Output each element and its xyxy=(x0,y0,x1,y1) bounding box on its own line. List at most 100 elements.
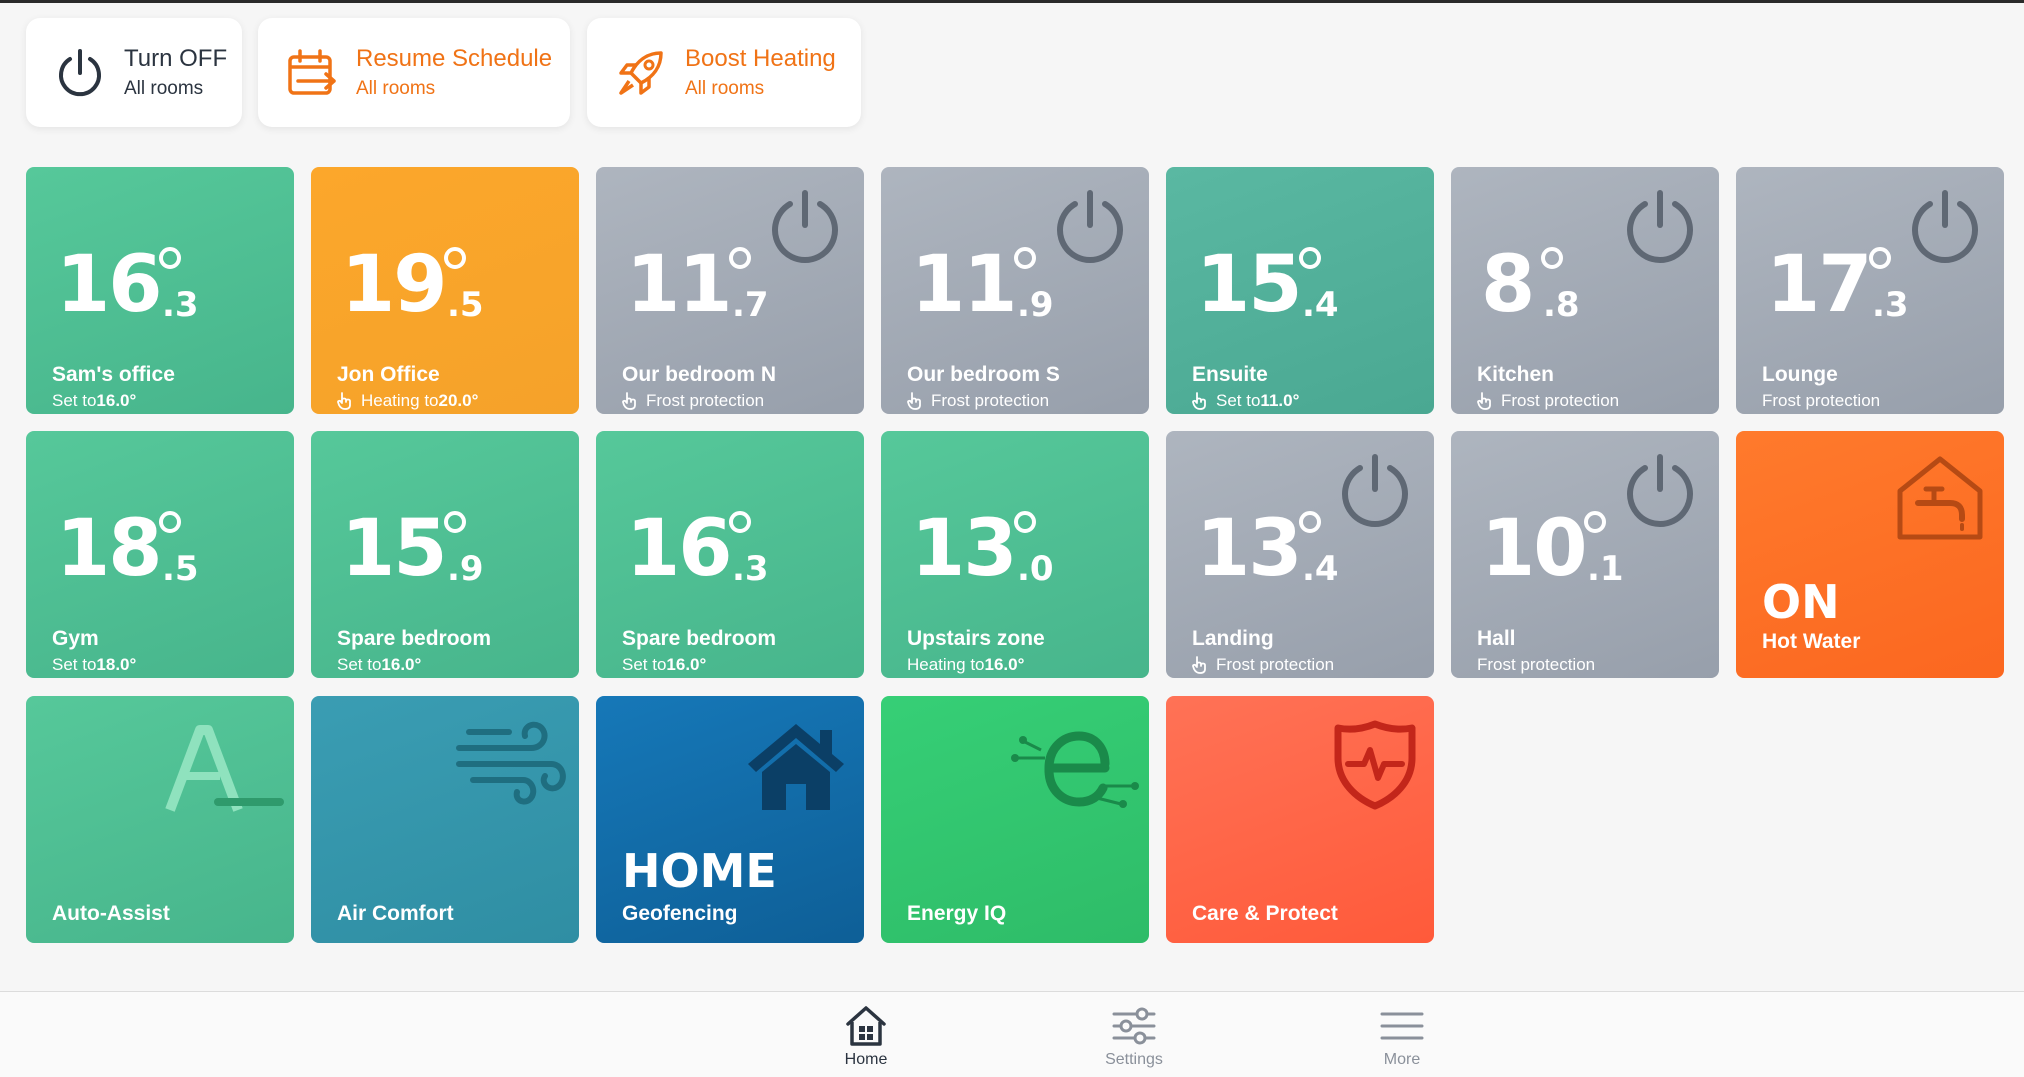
room-status: Heating to 20.0° xyxy=(337,390,478,412)
room-name: Lounge xyxy=(1762,363,1838,386)
hand-icon xyxy=(1192,392,1206,410)
room-tile-spare-bedroom[interactable]: 15 .9 Spare bedroom Set to 16.0° xyxy=(311,431,579,678)
temperature: 15 .9 xyxy=(341,509,484,589)
room-status: Heating to 16.0° xyxy=(907,655,1025,674)
nav-home[interactable]: Home xyxy=(806,1004,926,1072)
room-tile-sams-office[interactable]: 16 .3 Sam's office Set to 16.0° xyxy=(26,167,294,414)
temperature-int: 11 xyxy=(626,240,733,330)
room-tile-ensuite[interactable]: 15 .4 Ensuite Set to 11.0° xyxy=(1166,167,1434,414)
turn-off-all-button[interactable]: Turn OFF All rooms xyxy=(26,18,242,127)
action-title: Resume Schedule xyxy=(356,44,553,72)
temperature: 17 .3 xyxy=(1766,245,1909,325)
temperature-decimal: .3 xyxy=(162,285,199,325)
power-off-icon xyxy=(1627,454,1693,527)
sliders-icon xyxy=(1112,1007,1156,1045)
nav-label: Home xyxy=(844,1051,888,1068)
room-tile-landing[interactable]: 13 .4 Landing Frost protection xyxy=(1166,431,1434,678)
room-tile-our-bedroom-s[interactable]: 11 .9 Our bedroom S Frost protection xyxy=(881,167,1149,414)
temperature-decimal: .7 xyxy=(732,285,769,325)
temperature-decimal: .9 xyxy=(1017,285,1054,325)
room-name: Hall xyxy=(1477,627,1516,650)
air-comfort-tile[interactable]: Air Comfort xyxy=(311,696,579,943)
degree-mark xyxy=(1014,247,1036,269)
wind-icon xyxy=(456,721,566,805)
hot-water-tile[interactable]: ON Hot Water xyxy=(1736,431,2004,678)
temperature-int: 11 xyxy=(911,240,1018,330)
power-off-icon xyxy=(1912,190,1978,263)
hot-water-state: ON xyxy=(1762,575,1840,629)
bottom-navigation: Home Settings More xyxy=(0,991,2024,1077)
room-status: Set to 11.0° xyxy=(1192,390,1299,412)
house-tap-icon xyxy=(1897,456,1983,540)
power-icon xyxy=(59,48,101,96)
action-subtitle: All rooms xyxy=(356,77,436,99)
power-off-icon xyxy=(772,190,838,263)
degree-mark xyxy=(444,247,466,269)
power-off-icon xyxy=(1627,190,1693,263)
hand-icon xyxy=(1477,392,1491,410)
hand-icon xyxy=(337,392,351,410)
auto-assist-tile[interactable]: Auto-Assist xyxy=(26,696,294,943)
feature-label: Air Comfort xyxy=(337,902,454,925)
temperature: 13 .0 xyxy=(911,509,1054,589)
temperature-decimal: .0 xyxy=(1017,549,1054,589)
room-tile-hall[interactable]: 10 .1 Hall Frost protection xyxy=(1451,431,1719,678)
energy-iq-logo-icon xyxy=(1011,731,1139,808)
room-status: Frost protection xyxy=(1477,390,1619,412)
room-status: Frost protection xyxy=(1192,654,1334,676)
room-name: Upstairs zone xyxy=(907,627,1045,650)
menu-icon xyxy=(1380,1012,1424,1040)
nav-more[interactable]: More xyxy=(1342,1004,1462,1072)
top-edge-line xyxy=(0,0,2024,3)
room-tile-upstairs-zone[interactable]: 13 .0 Upstairs zone Heating to 16.0° xyxy=(881,431,1149,678)
degree-mark xyxy=(1541,247,1563,269)
geofencing-tile[interactable]: HOME Geofencing xyxy=(596,696,864,943)
auto-assist-logo-icon xyxy=(165,725,284,812)
room-status: Set to 16.0° xyxy=(337,655,422,674)
temperature-decimal: .3 xyxy=(1872,285,1909,325)
room-status: Frost protection xyxy=(622,390,764,412)
hot-water-label: Hot Water xyxy=(1762,630,1861,653)
care-protect-tile[interactable]: Care & Protect xyxy=(1166,696,1434,943)
degree-mark xyxy=(1299,511,1321,533)
action-subtitle: All rooms xyxy=(685,77,765,99)
room-tile-lounge[interactable]: 17 .3 Lounge Frost protection xyxy=(1736,167,2004,414)
nav-label: Settings xyxy=(1105,1051,1163,1068)
temperature: 8 .8 xyxy=(1481,245,1580,325)
temperature: 11 .9 xyxy=(911,245,1054,325)
room-name: Landing xyxy=(1192,627,1274,650)
nav-settings[interactable]: Settings xyxy=(1074,1004,1194,1072)
energy-iq-tile[interactable]: Energy IQ xyxy=(881,696,1149,943)
temperature: 13 .4 xyxy=(1196,509,1339,589)
room-status: Frost protection xyxy=(1762,391,1881,410)
temperature-int: 8 xyxy=(1481,240,1535,330)
room-tile-our-bedroom-n[interactable]: 11 .7 Our bedroom N Frost protection xyxy=(596,167,864,414)
room-name: Gym xyxy=(52,627,99,650)
temperature-int: 15 xyxy=(1196,240,1303,330)
room-status: Frost protection xyxy=(1477,655,1596,674)
boost-heating-button[interactable]: Boost Heating All rooms xyxy=(587,18,861,127)
room-status: Set to 16.0° xyxy=(52,391,137,410)
room-tile-jon-office[interactable]: 19 .5 Jon Office Heating to 20.0° xyxy=(311,167,579,414)
temperature-decimal: .4 xyxy=(1302,549,1339,589)
room-tile-gym[interactable]: 18 .5 Gym Set to 18.0° xyxy=(26,431,294,678)
degree-mark xyxy=(1014,511,1036,533)
temperature-int: 13 xyxy=(1196,504,1303,594)
temperature-decimal: .9 xyxy=(447,549,484,589)
room-name: Our bedroom S xyxy=(907,363,1060,386)
action-subtitle: All rooms xyxy=(124,77,204,99)
resume-schedule-button[interactable]: Resume Schedule All rooms xyxy=(258,18,570,127)
room-name: Sam's office xyxy=(52,363,175,386)
power-off-icon xyxy=(1057,190,1123,263)
feature-label: Geofencing xyxy=(622,902,738,925)
room-status: Frost protection xyxy=(907,390,1049,412)
hand-icon xyxy=(907,392,921,410)
hand-icon xyxy=(1192,656,1206,674)
degree-mark xyxy=(1584,511,1606,533)
room-name: Jon Office xyxy=(337,363,440,386)
temperature: 16 .3 xyxy=(56,245,199,325)
room-name: Spare bedroom xyxy=(337,627,492,650)
room-name: Ensuite xyxy=(1192,363,1268,386)
room-tile-kitchen[interactable]: 8 .8 Kitchen Frost protection xyxy=(1451,167,1719,414)
room-tile-spare-bedroom-2[interactable]: 16 .3 Spare bedroom Set to 16.0° xyxy=(596,431,864,678)
